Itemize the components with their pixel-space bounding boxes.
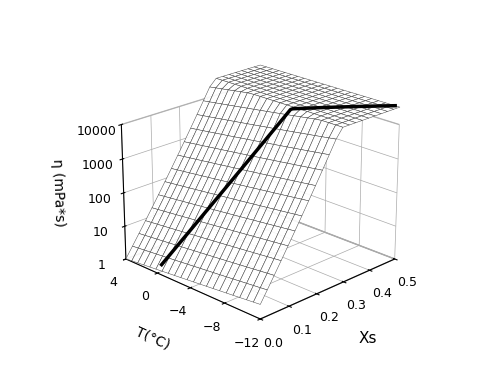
- X-axis label: Xs: Xs: [358, 331, 376, 346]
- Y-axis label: T(°C): T(°C): [134, 324, 172, 352]
